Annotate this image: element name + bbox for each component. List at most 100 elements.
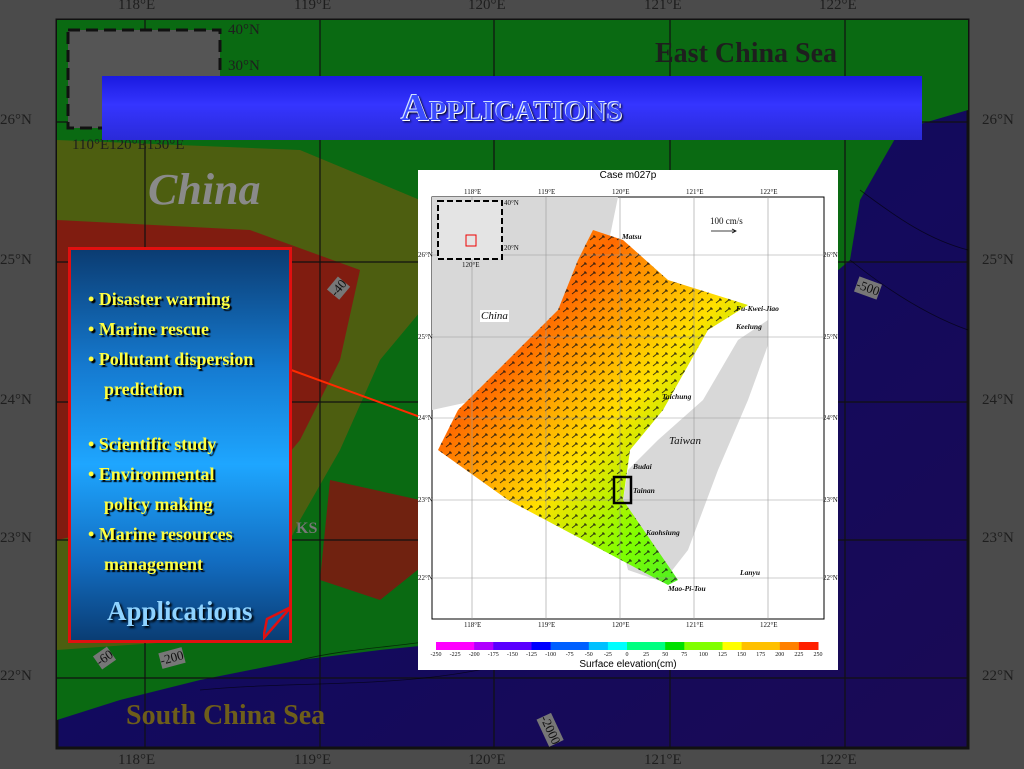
colorbar-tick-label: -75 [565, 652, 574, 658]
bg-lon-bottom-119: 119°E [294, 752, 332, 768]
colorbar-tick-label: -100 [545, 652, 557, 658]
bg-inset-lat-40: 40°N [228, 22, 260, 38]
figure-map [431, 196, 825, 650]
colorbar-segment [550, 642, 571, 650]
list-item-continuation: prediction [104, 379, 183, 399]
colorbar-segment [512, 642, 532, 650]
colorbar-tick-label: -200 [468, 652, 480, 658]
place-budai: Budai [633, 462, 652, 471]
colorbar-segment [703, 642, 723, 650]
colorbar-tick-label: -150 [506, 652, 518, 658]
list-item-continuation: policy making [104, 494, 213, 514]
colorbar-tick-label: 225 [794, 652, 804, 658]
place-matsu: Matsu [622, 232, 642, 241]
list-item: • Pollutant dispersion [88, 349, 254, 369]
colorbar-segment [436, 642, 456, 650]
bg-lon-bottom-121: 121°E [644, 752, 682, 768]
fig-lat-right-22: 22°N [823, 574, 838, 582]
colorbar-tick-label: -125 [526, 652, 537, 658]
fig-lon-bottom-122: 122°E [760, 621, 778, 629]
label-china: China [148, 165, 261, 214]
colorbar-segment [588, 642, 609, 650]
bg-lon-top-119: 119°E [294, 0, 332, 13]
colorbar-tick-label: -175 [487, 652, 499, 658]
list-item: • Environmental [88, 464, 215, 484]
model-result-figure: Case m027p [418, 170, 838, 670]
fig-lat-right-23: 23°N [823, 496, 838, 504]
colorbar-segment [627, 642, 647, 650]
fig-lon-bottom-118: 118°E [464, 621, 482, 629]
colorbar-segment [646, 642, 666, 650]
colorbar-tick-label: 100 [698, 652, 708, 658]
fig-lon-bottom-120: 120°E [612, 621, 630, 629]
fig-lon-bottom-121: 121°E [686, 621, 704, 629]
applications-caption: Applications [107, 596, 253, 626]
colorbar-tick-label: -225 [449, 652, 461, 658]
colorbar-segment [455, 642, 475, 650]
bg-lon-bottom-122: 122°E [819, 752, 857, 768]
label-south-china-sea: South China Sea [126, 700, 326, 731]
label-east-china-sea: East China Sea [655, 38, 838, 69]
colorbar-segment [607, 642, 628, 650]
bg-lon-bottom-120: 120°E [468, 752, 506, 768]
fig-lat-23: 23°N [418, 496, 433, 504]
place-taiwan: Taiwan [669, 435, 702, 447]
colorbar-segment [741, 642, 762, 650]
fig-lon-122: 122°E [760, 188, 778, 196]
place-tainan: Tainan [633, 486, 655, 495]
bg-lat-left-24: 24°N [0, 392, 32, 408]
bg-inset-lon: 110°E120°E130°E [72, 137, 185, 153]
fig-lon-118: 118°E [464, 188, 482, 196]
bg-lon-top-120: 120°E [468, 0, 506, 13]
colorbar-tick-label: -25 [603, 652, 612, 658]
fig-lat-right-26: 26°N [823, 251, 838, 259]
list-item: • Disaster warning [88, 289, 230, 309]
colorbar-segment [569, 642, 590, 650]
colorbar-segment [722, 642, 743, 650]
bg-lat-right-26: 26°N [982, 112, 1014, 128]
colorbar-segment [665, 642, 685, 650]
fig-inset-lat-40: 40°N [504, 199, 519, 207]
list-item: • Marine resources [88, 524, 233, 544]
colorbar-tick-label: -50 [584, 652, 593, 658]
colorbar-tick-label: 150 [737, 652, 747, 658]
bg-lon-top-118: 118°E [118, 0, 156, 13]
scale-arrow-label: 100 cm/s [710, 216, 743, 226]
fig-lat-24: 24°N [418, 414, 433, 422]
colorbar [436, 642, 819, 650]
colorbar-tick-label: 250 [813, 652, 823, 658]
inset-study-area-box [465, 234, 477, 247]
applications-callout: • Disaster warning • Marine rescue • Pol… [68, 247, 292, 643]
colorbar-segment [798, 642, 819, 650]
place-fu-kwei-jiao: Fu-Kwei-Jiao [736, 304, 779, 313]
figure-title: Case m027p [599, 170, 657, 181]
bg-lat-right-22: 22°N [982, 668, 1014, 684]
fig-lat-right-25: 25°N [823, 333, 838, 341]
bg-lon-top-121: 121°E [644, 0, 682, 13]
colorbar-title: Surface elevation(cm) [579, 659, 677, 670]
colorbar-tick-label: 200 [775, 652, 785, 658]
colorbar-tick-label: 25 [643, 652, 650, 658]
bg-lat-left-23: 23°N [0, 530, 32, 546]
fig-lat-26: 26°N [418, 251, 433, 259]
place-china: China [480, 310, 509, 322]
fig-lon-bottom-119: 119°E [538, 621, 556, 629]
place-keelung: Keelung [736, 322, 762, 331]
colorbar-segment [474, 642, 494, 650]
bg-lat-right-24: 24°N [982, 392, 1014, 408]
place-taichung: Taichung [662, 392, 692, 401]
fig-lon-120: 120°E [612, 188, 630, 196]
colorbar-tick-label: 50 [662, 652, 669, 658]
page-curl-icon [263, 605, 292, 641]
bg-lat-right-23: 23°N [982, 530, 1014, 546]
colorbar-segment [779, 642, 800, 650]
place-kaohsiung: Kaohsiung [646, 528, 680, 537]
colorbar-segment [531, 642, 552, 650]
colorbar-tick-label: 75 [681, 652, 688, 658]
taiwan-landmass [618, 320, 768, 582]
fig-lon-121: 121°E [686, 188, 704, 196]
bg-lat-left-22: 22°N [0, 668, 32, 684]
bg-lat-right-25: 25°N [982, 252, 1014, 268]
bg-lat-left-26: 26°N [0, 112, 32, 128]
colorbar-tick-label: 0 [625, 652, 629, 658]
